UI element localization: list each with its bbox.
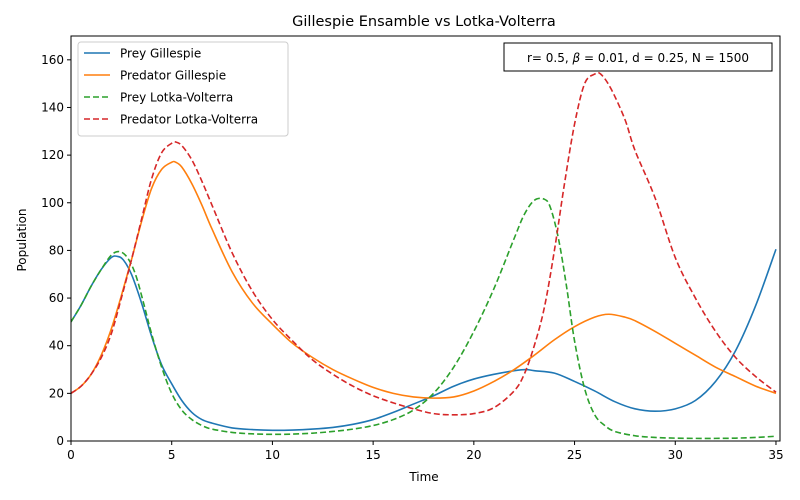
x-axis-label: Time [408,470,438,484]
series-line-prey-gillespie [71,248,777,432]
legend-label: Prey Lotka-Volterra [120,91,233,105]
series-line-predator-gillespie [71,160,777,399]
series-line-prey-lotka-volterra [71,197,777,440]
x-tick-label: 0 [67,448,75,462]
legend-label: Prey Gillespie [120,47,201,61]
x-tick-label: 10 [265,448,280,462]
legend-label: Predator Lotka-Volterra [120,113,258,127]
x-tick-label: 20 [466,448,481,462]
x-tick-label: 30 [668,448,683,462]
x-axis-ticks: 0 5 10 15 20 25 30 35 [67,441,784,462]
y-tick-label: 140 [41,100,64,114]
parameter-annotation: r= 0.5, β = 0.01, d = 0.25, N = 1500 [503,42,773,72]
y-tick-label: 80 [49,243,64,257]
x-tick-label: 5 [168,448,176,462]
y-axis-label: Population [15,208,29,271]
y-tick-label: 0 [56,434,64,448]
x-tick-label: 25 [567,448,582,462]
y-tick-label: 60 [49,291,64,305]
y-tick-label: 100 [41,196,64,210]
y-tick-label: 120 [41,148,64,162]
series-line-predator-lotka-volterra [71,71,777,416]
annotation-text: r= 0.5, β = 0.01, d = 0.25, N = 1500 [527,51,749,65]
annotation-beta-symbol: β [571,51,580,65]
annotation-box [503,42,773,72]
annotation-text-part: = 0.01, d = 0.25, N = 1500 [580,51,749,65]
y-tick-label: 160 [41,53,64,67]
x-tick-label: 15 [365,448,380,462]
y-tick-label: 40 [49,339,64,353]
x-tick-label: 35 [768,448,783,462]
legend-box [77,41,289,137]
annotation-text-part: r= 0.5, [527,51,573,65]
legend-label: Predator Gillespie [120,69,226,83]
legend: Prey Gillespie Predator Gillespie Prey Lot… [77,41,289,137]
series-layer [71,71,777,440]
chart-title: Gillespie Ensamble vs Lotka-Volterra [292,14,556,30]
y-tick-label: 20 [49,386,64,400]
y-axis-ticks: 0 20 40 60 80 100 120 140 160 [41,53,71,448]
axes-frame [70,35,781,442]
